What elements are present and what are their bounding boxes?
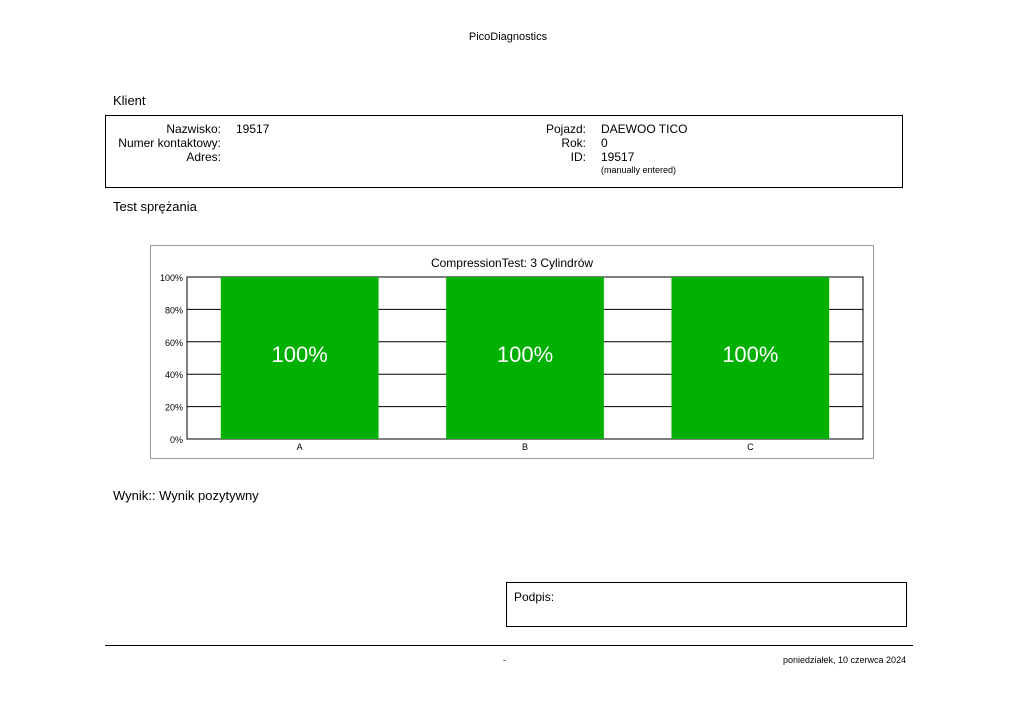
surname-value: 19517 bbox=[236, 122, 270, 136]
client-section-heading: Klient bbox=[113, 93, 146, 108]
year-value: 0 bbox=[601, 136, 608, 150]
bar-c bbox=[671, 277, 830, 439]
result-text: Wynik:: Wynik pozytywny bbox=[113, 488, 259, 503]
contact-number-label: Numer kontaktowy: bbox=[118, 136, 221, 150]
y-tick-label: 40% bbox=[165, 370, 183, 380]
bar-b bbox=[446, 277, 604, 439]
bar-a bbox=[220, 277, 379, 439]
vehicle-value: DAEWOO TICO bbox=[601, 122, 688, 136]
address-label: Adres: bbox=[186, 150, 221, 164]
vehicle-label: Pojazd: bbox=[545, 122, 586, 136]
year-label: Rok: bbox=[561, 136, 586, 150]
chart-title: CompressionTest: 3 Cylindrów bbox=[430, 256, 594, 270]
x-tick-label: B bbox=[522, 442, 528, 452]
surname-label: Nazwisko: bbox=[166, 122, 221, 136]
compression-chart: CompressionTest: 3 Cylindrów 0% 20% 40% 60%… bbox=[150, 245, 874, 459]
client-info-box: Nazwisko: 19517 Numer kontaktowy: Adres:… bbox=[105, 115, 903, 188]
footer-center-text: - bbox=[503, 655, 506, 665]
data-label: 100% bbox=[722, 342, 778, 367]
footer-divider bbox=[105, 645, 913, 646]
id-label: ID: bbox=[570, 150, 586, 164]
chart-plot: 0% 20% 40% 60% 80% 100% 100% A 100% B 100% C bbox=[160, 273, 864, 452]
data-label: 100% bbox=[497, 342, 553, 367]
y-tick-label: 20% bbox=[165, 403, 183, 413]
x-tick-label: A bbox=[297, 442, 303, 452]
id-value: 19517 bbox=[601, 150, 635, 164]
y-tick-label: 0% bbox=[170, 435, 183, 445]
data-label: 100% bbox=[272, 342, 328, 367]
report-title: PicoDiagnostics bbox=[468, 31, 548, 43]
id-note: (manually entered) bbox=[601, 165, 677, 175]
signature-label: Podpis: bbox=[514, 590, 555, 604]
y-tick-label: 100% bbox=[160, 273, 183, 283]
x-tick-label: C bbox=[747, 442, 754, 452]
y-tick-label: 80% bbox=[165, 305, 183, 315]
footer-date: poniedziałek, 10 czerwca 2024 bbox=[783, 655, 907, 665]
y-tick-label: 60% bbox=[165, 338, 183, 348]
signature-box: Podpis: bbox=[506, 582, 907, 627]
test-section-heading: Test sprężania bbox=[113, 199, 197, 214]
